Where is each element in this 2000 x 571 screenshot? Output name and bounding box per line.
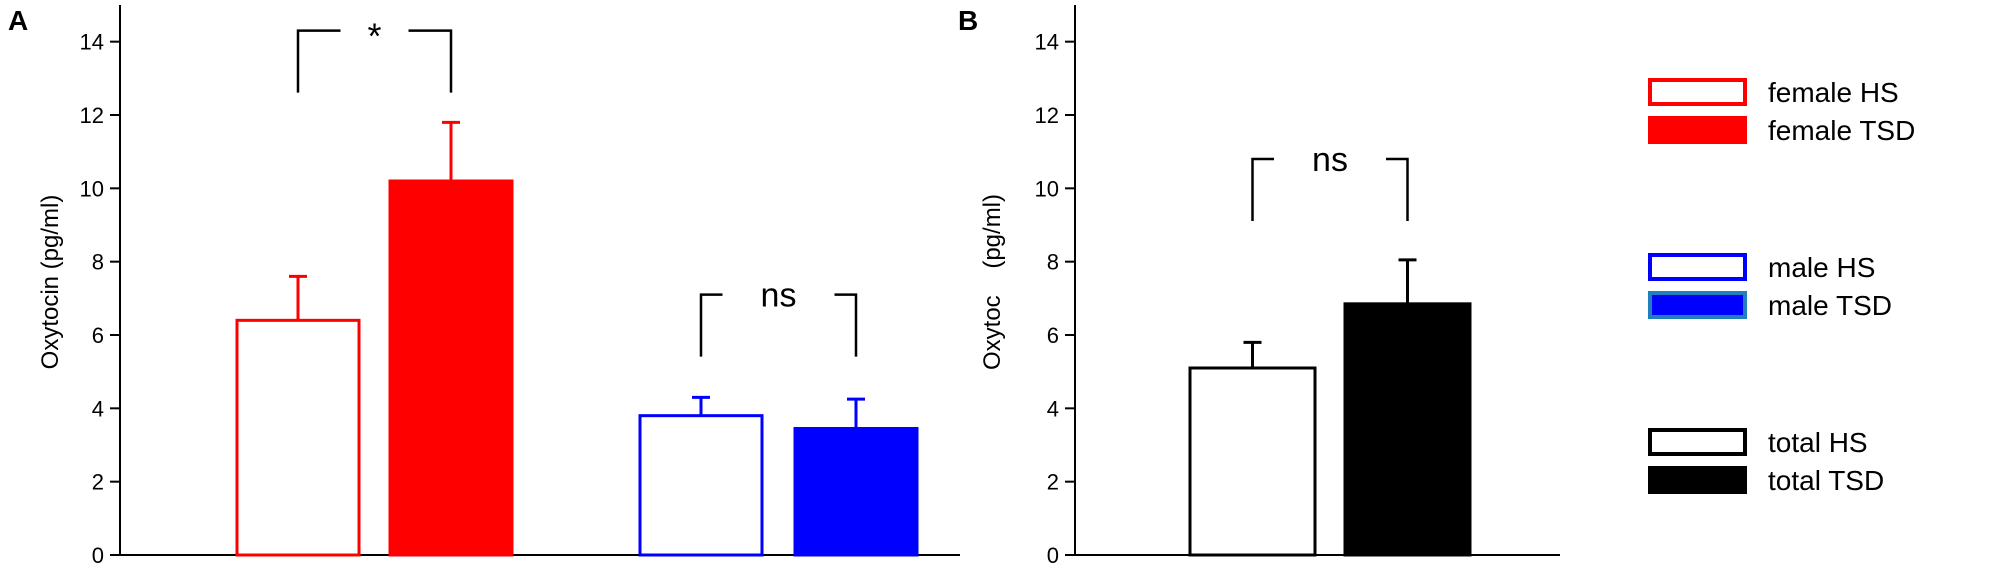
legend-label: total TSD (1768, 465, 1884, 496)
y-tick-label: 8 (92, 250, 104, 275)
y-tick-label: 2 (92, 470, 104, 495)
y-tick-label: 4 (92, 396, 104, 421)
panel-label-B: B (958, 5, 978, 36)
y-tick-label: 2 (1047, 470, 1059, 495)
legend-label: male TSD (1768, 290, 1892, 321)
y-tick-label: 8 (1047, 250, 1059, 275)
comparison-bracket-right (1386, 157, 1409, 221)
bar-total-hs (1188, 366, 1317, 557)
comparison-bracket-left (1251, 157, 1274, 221)
y-axis-label: Oxytocin (pg/ml) (37, 195, 64, 370)
bar-total-tsd (1343, 302, 1472, 557)
legend-swatch (1648, 253, 1747, 281)
y-tick-label: 12 (80, 103, 104, 128)
legend-label: total HS (1768, 427, 1868, 458)
panel-label-A: A (8, 5, 28, 36)
y-tick-label: 6 (92, 323, 104, 348)
y-tick-label: 10 (1035, 176, 1059, 201)
comparison-bracket-right (408, 29, 453, 93)
y-axis-label: Oxytoc (pg/ml) (979, 194, 1006, 370)
legend: female HS female TSD male HS male TSD total … (1648, 77, 1915, 496)
y-tick-label: 0 (1047, 543, 1059, 568)
y-tick-label: 12 (1035, 103, 1059, 128)
comparison-label: * (367, 16, 381, 57)
legend-swatch (1648, 428, 1747, 456)
y-tick-label: 14 (80, 30, 104, 55)
legend-label: female HS (1768, 77, 1899, 108)
comparison-bracket-right (834, 293, 858, 357)
bar-female-hs (235, 318, 361, 557)
legend-label: female TSD (1768, 115, 1915, 146)
y-tick-label: 6 (1047, 323, 1059, 348)
legend-swatch (1648, 466, 1747, 494)
bar-male-hs (638, 414, 764, 557)
comparison-bracket-left (296, 29, 341, 93)
legend-swatch (1648, 291, 1747, 319)
y-tick-label: 4 (1047, 396, 1059, 421)
comparison-label: ns (761, 277, 797, 315)
bar-male-tsd (793, 427, 919, 557)
y-tick-label: 14 (1035, 30, 1059, 55)
comparison-label: ns (1312, 141, 1348, 179)
panel-A: A 0 2 4 6 8 10 12 14 Oxytocin (pg/ml) * ns (8, 5, 960, 568)
legend-swatch (1648, 78, 1747, 106)
panel-B: B 0 2 4 6 8 10 12 14 Oxytoc (pg/ml) ns (958, 5, 1560, 568)
bar-female-tsd (388, 179, 514, 557)
y-tick-label: 0 (92, 543, 104, 568)
legend-label: male HS (1768, 252, 1875, 283)
legend-swatch (1648, 116, 1747, 144)
comparison-bracket-left (699, 293, 723, 357)
y-tick-label: 10 (80, 176, 104, 201)
